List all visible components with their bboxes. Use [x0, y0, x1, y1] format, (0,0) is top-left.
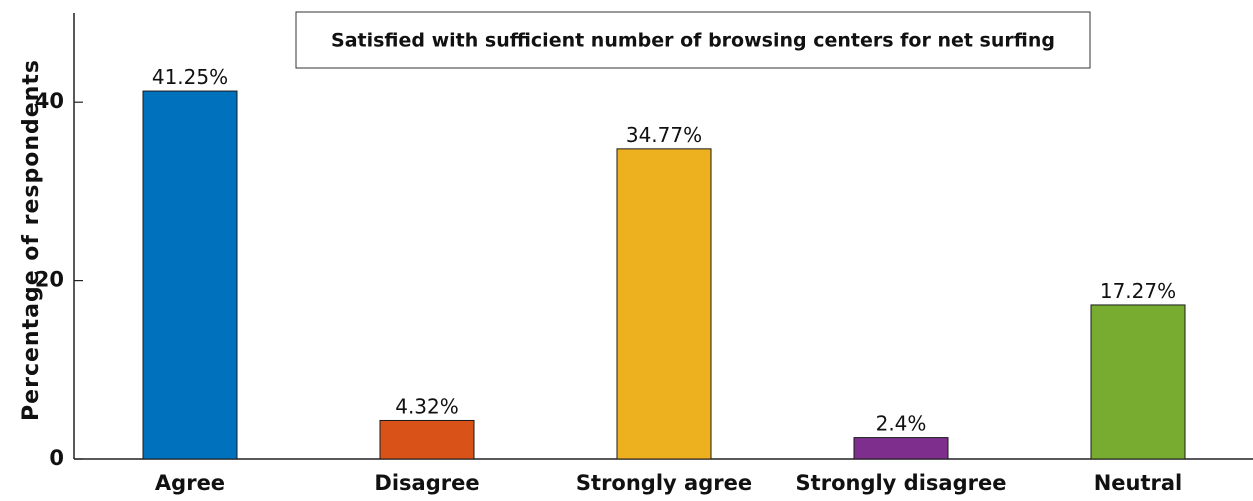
bar-data-label: 17.27%: [1100, 279, 1176, 303]
bar: [853, 437, 949, 460]
axes: 0 20 40: [35, 13, 1253, 470]
bar-data-label: 2.4%: [876, 412, 927, 436]
bar-data-label: 4.32%: [395, 394, 459, 418]
bar: [379, 419, 475, 460]
bar-data-label: 41.25%: [152, 65, 228, 89]
y-tick-label: 0: [49, 446, 64, 470]
x-tick-label: Strongly disagree: [796, 471, 1007, 495]
bar: [616, 148, 712, 460]
y-tick-label: 40: [35, 89, 64, 113]
chart-title-box: Satisfied with sufficient number of brow…: [295, 11, 1091, 69]
y-axis-label: Percentage of respondents: [19, 59, 44, 421]
bar: [1090, 304, 1186, 460]
x-tick-label: Neutral: [1094, 471, 1183, 495]
x-tick-label: Strongly agree: [576, 471, 752, 495]
chart-title-border: [295, 11, 1091, 69]
chart-title: Satisfied with sufficient number of brow…: [331, 30, 1055, 52]
x-tick-label: Agree: [155, 471, 225, 495]
labels: 41.25% Agree 4.32% Disagree 34.77% Strongly a…: [152, 65, 1182, 495]
bars: [142, 90, 1186, 460]
bar-data-label: 34.77%: [626, 123, 702, 147]
x-tick-label: Disagree: [374, 471, 479, 495]
bar: [142, 90, 238, 460]
y-tick-label: 20: [35, 268, 64, 292]
